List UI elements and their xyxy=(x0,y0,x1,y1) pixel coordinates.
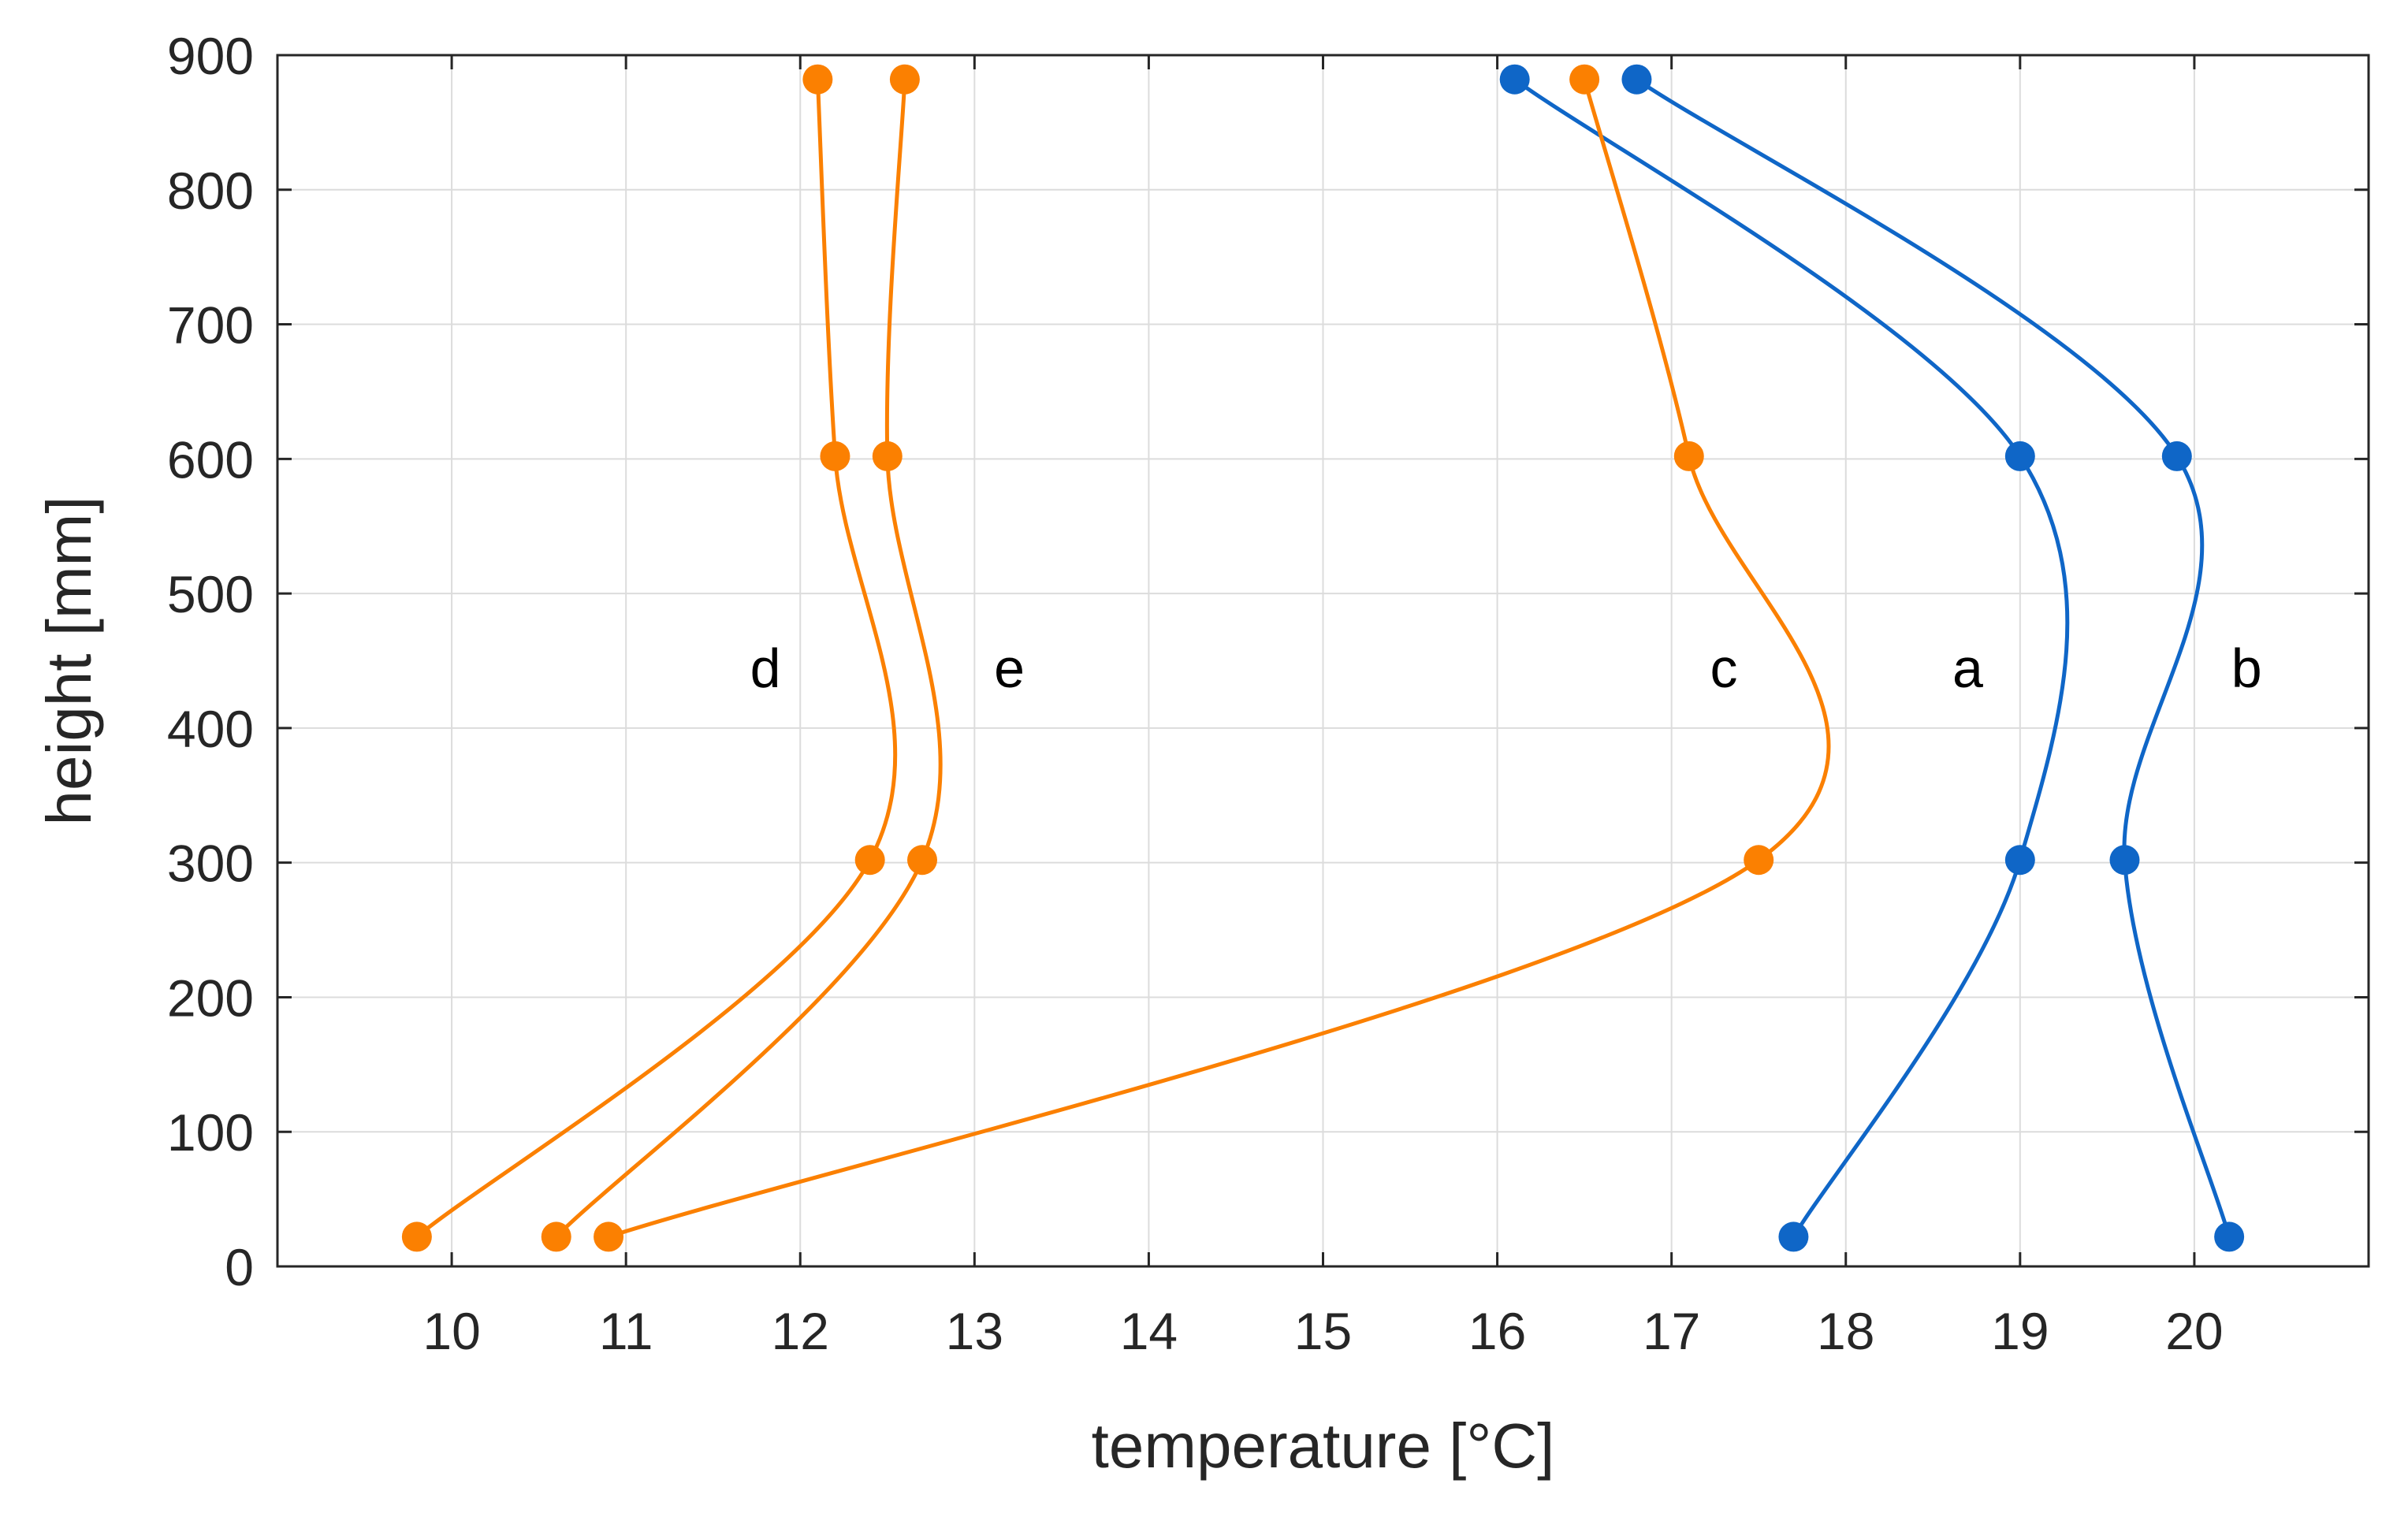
data-point-b xyxy=(2161,441,2192,471)
data-point-d xyxy=(401,1221,432,1252)
series-curves xyxy=(415,77,2231,1239)
x-tick-label: 15 xyxy=(1294,1302,1352,1360)
x-tick-label: 19 xyxy=(1991,1302,2049,1360)
x-tick-label: 14 xyxy=(1120,1302,1178,1360)
data-point-e xyxy=(907,845,938,876)
x-tick-label: 12 xyxy=(772,1302,829,1360)
series-line-e xyxy=(554,79,943,1239)
x-tick-label: 18 xyxy=(1817,1302,1874,1360)
data-point-e xyxy=(541,1221,571,1252)
y-axis-label: height [mm] xyxy=(34,496,104,826)
x-tick-label: 10 xyxy=(422,1302,480,1360)
x-tick-label: 11 xyxy=(599,1302,653,1360)
series-line-a xyxy=(1513,77,2070,1238)
data-point-c xyxy=(1744,845,1774,876)
x-tick-label: 20 xyxy=(2165,1302,2223,1360)
x-tick-label: 13 xyxy=(946,1302,1003,1360)
axis-ticks: 10 11 12 13 14 15 16 17 18 19 20010020030040050060… xyxy=(167,27,2369,1360)
data-point-d xyxy=(820,441,850,471)
data-point-e xyxy=(872,441,903,471)
curve-labels: a b c d e xyxy=(750,638,2262,699)
data-point-e xyxy=(889,64,920,95)
y-tick-label: 300 xyxy=(167,835,254,893)
curve-label-c: c xyxy=(1710,638,1737,699)
curve-label-a: a xyxy=(1952,638,1983,699)
data-point-d xyxy=(854,845,885,876)
curve-label-d: d xyxy=(750,638,781,699)
data-point-a xyxy=(2004,441,2035,471)
data-point-b xyxy=(2109,845,2140,876)
curve-label-b: b xyxy=(2231,638,2262,699)
y-tick-label: 0 xyxy=(225,1238,254,1296)
data-point-c xyxy=(1673,441,1704,471)
y-tick-label: 200 xyxy=(167,969,254,1027)
x-axis-label: temperature [°C] xyxy=(1092,1411,1555,1481)
series-line-b xyxy=(1635,77,2231,1238)
grid-lines xyxy=(277,54,2369,1267)
series-markers xyxy=(401,64,2245,1252)
data-point-d xyxy=(802,64,833,95)
series-line-d xyxy=(415,79,898,1239)
y-tick-label: 600 xyxy=(167,430,254,489)
series-line-c xyxy=(608,79,1831,1239)
curve-label-e: e xyxy=(994,638,1025,699)
y-tick-label: 100 xyxy=(167,1103,254,1162)
y-tick-label: 500 xyxy=(167,565,254,623)
y-tick-label: 800 xyxy=(167,162,254,220)
data-point-a xyxy=(2004,845,2035,876)
y-tick-label: 400 xyxy=(167,700,254,758)
data-point-c xyxy=(1569,64,1600,95)
data-point-a xyxy=(1778,1221,1809,1252)
data-point-b xyxy=(2214,1221,2245,1252)
y-tick-label: 900 xyxy=(167,27,254,85)
x-tick-label: 17 xyxy=(1643,1302,1700,1360)
y-tick-label: 700 xyxy=(167,296,254,355)
x-tick-label: 16 xyxy=(1468,1302,1526,1360)
data-point-c xyxy=(594,1221,624,1252)
data-point-b xyxy=(1621,64,1652,95)
data-point-a xyxy=(1499,64,1530,95)
